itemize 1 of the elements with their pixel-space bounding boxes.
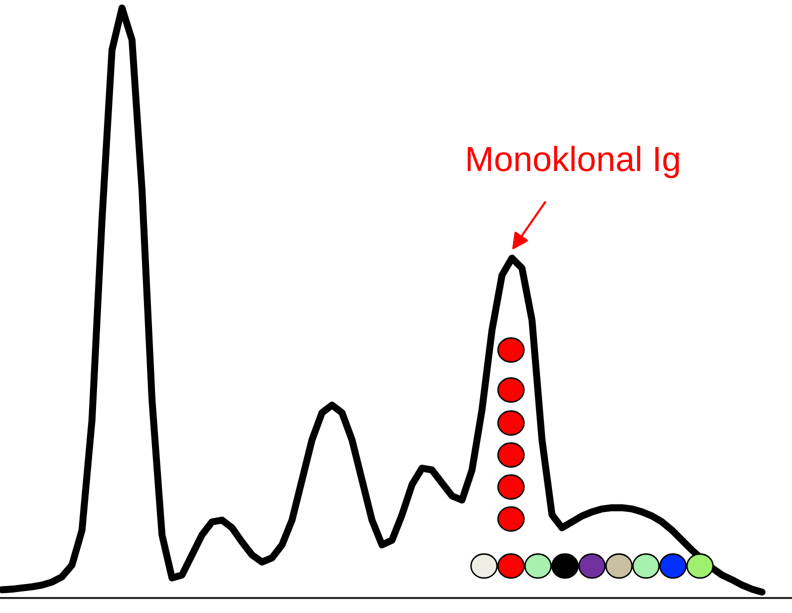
annotation: Monoklonal Ig	[468, 146, 679, 178]
